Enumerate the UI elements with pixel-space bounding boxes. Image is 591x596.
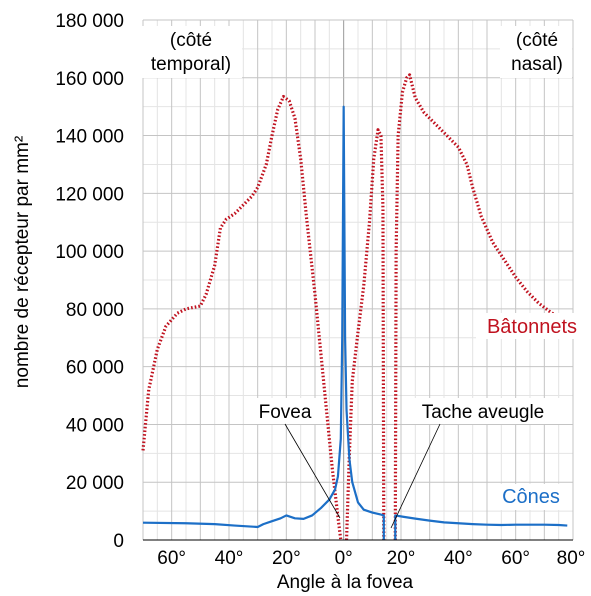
x-tick-label: 60° [501, 548, 530, 569]
y-tick-label: 160 000 [55, 69, 124, 90]
rods-series-label: Bâtonnets [487, 316, 577, 338]
y-tick-label: 100 000 [55, 242, 124, 263]
y-tick-labels: 0 20 000 40 000 60 000 80 000 100 000 120 000 1… [55, 11, 124, 552]
x-axis-title: Angle à la fovea [277, 572, 414, 593]
series-layer [141, 73, 569, 541]
y-tick-label: 40 000 [66, 415, 124, 436]
x-tick-label: 40° [444, 548, 473, 569]
fovea-annotation: Fovea [250, 398, 341, 519]
nasal-side-label: (côté nasal) [500, 26, 572, 78]
cones-series-line-segment-1 [142, 105, 385, 540]
y-axis-title: nombre de récepteur par mm² [12, 136, 33, 388]
cones-series-label-group: Cônes [492, 484, 572, 510]
rods-series-line-segment-1 [141, 94, 343, 541]
rods-series-line-segment-3 [393, 73, 569, 541]
x-tick-label: 60° [157, 548, 186, 569]
cones-series-line-segment-2 [394, 514, 568, 540]
minor-grid [143, 20, 573, 540]
temporal-label-line2: temporal) [151, 54, 231, 75]
y-tick-label: 0 [113, 531, 124, 552]
cones-series-label: Cônes [502, 486, 560, 508]
rods-series-line-segment-2 [344, 128, 386, 541]
temporal-label-line1: (côté [170, 30, 212, 51]
y-tick-label: 80 000 [66, 300, 124, 321]
blind-spot-label: Tache aveugle [422, 402, 545, 423]
rods-series-label-group: Bâtonnets [476, 313, 588, 339]
fovea-label: Fovea [259, 402, 312, 423]
y-tick-label: 120 000 [55, 184, 124, 205]
y-tick-label: 60 000 [66, 358, 124, 379]
y-tick-label: 20 000 [66, 473, 124, 494]
x-tick-label: 0° [335, 548, 353, 569]
x-tick-label: 20° [387, 548, 416, 569]
y-tick-label: 180 000 [55, 11, 124, 32]
x-tick-label: 20° [272, 548, 301, 569]
nasal-label-line2: nasal) [511, 54, 563, 75]
temporal-side-label: (côté temporal) [140, 26, 242, 78]
nasal-label-line1: (côté [516, 30, 558, 51]
x-tick-label: 80° [557, 548, 586, 569]
blind-spot-annotation: Tache aveugle [390, 398, 561, 529]
x-tick-label: 40° [215, 548, 244, 569]
fovea-pointer-line [284, 423, 341, 519]
x-tick-labels: 60° 40° 20° 0° 20° 40° 60° 80° [157, 548, 585, 569]
y-tick-label: 140 000 [55, 127, 124, 148]
blind-spot-pointer-line [390, 423, 441, 529]
